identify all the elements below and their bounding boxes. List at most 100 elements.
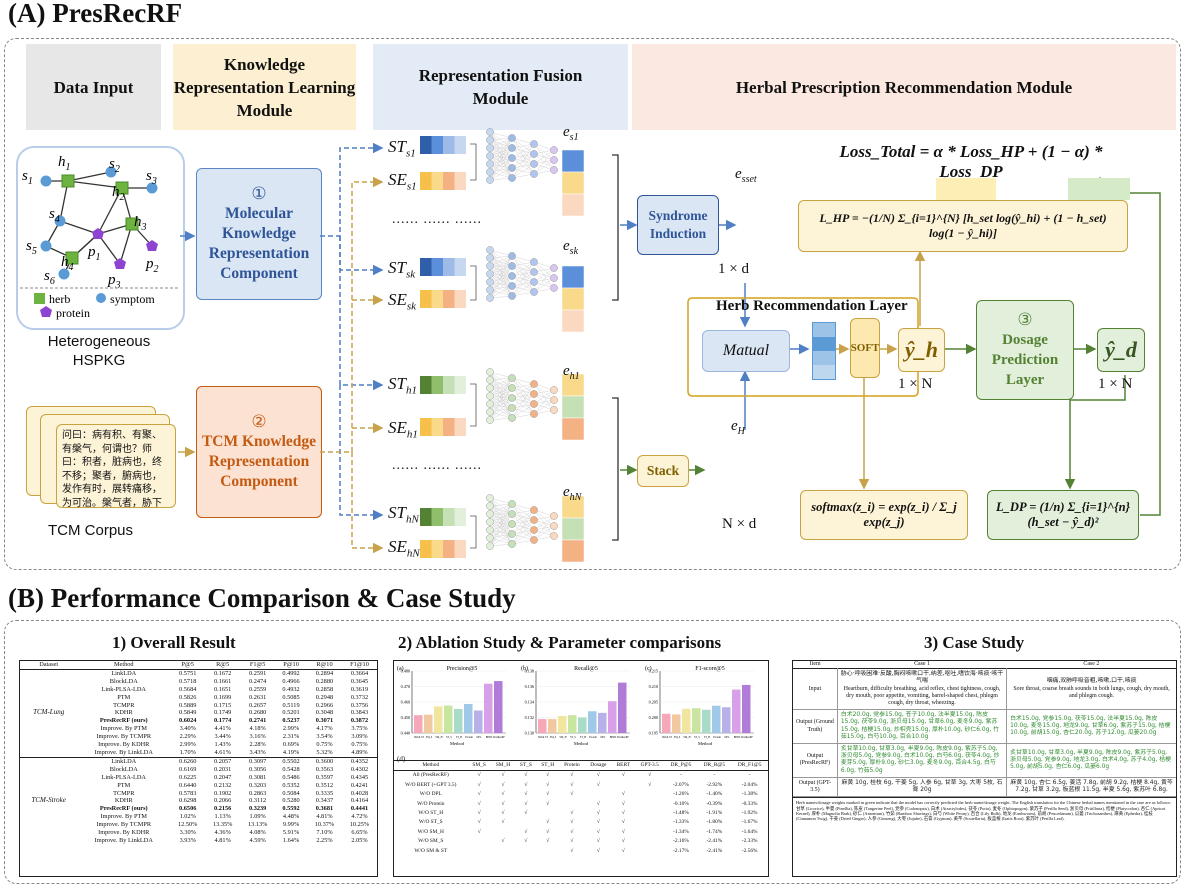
ablation-row: W/O SM_S √ √ √ √ √ √ -2.16% -2.41% -2.33% [394, 837, 768, 846]
ablation-cell [635, 818, 665, 827]
overall-cell: 4.89% [351, 748, 368, 756]
y-tick-label: 0.134 [525, 700, 535, 705]
overall-cell: 0.5684 [179, 685, 197, 693]
case-cell: 胁心·呼吸困难·反酸,胸闷咳嗽口干,纳差,呕吐,嗜饮海·咳痰·咳干气喘 Heart… [836, 668, 1007, 710]
overall-cell: 0.1749 [214, 709, 232, 717]
ablation-cell: √ [524, 791, 528, 798]
overall-cell: 0.3563 [315, 765, 334, 773]
overall-row: TCMPR 0.5889 0.1715 0.2657 0.5119 0.2966 0.375… [20, 702, 377, 710]
tcm-number: ② [251, 412, 267, 431]
overall-cell: 0.5751 [179, 669, 197, 677]
overall-row: Improve. By TCMPR 2.29% 3.44% 3.16% 2.31% 3.5… [20, 733, 377, 741]
overall-cell: 0.5119 [282, 701, 300, 709]
x-tick-label: DPL [601, 736, 606, 739]
ablation-cell: √ [570, 838, 574, 845]
overall-cell: 1.64% [282, 836, 300, 844]
overall-cell: 0.2948 [315, 693, 334, 701]
ablation-cell [536, 809, 558, 818]
e-sk-label: esk [563, 238, 579, 257]
matual-box: Matual [702, 330, 790, 372]
overall-row: PTM 0.6440 0.2132 0.3203 0.5352 0.3512 0.4241 [20, 782, 377, 790]
overall-cell: 4.08% [249, 829, 266, 837]
ablation-bar [682, 708, 691, 733]
overall-row: Improve. By TCMPR 12.50% 13.35% 13.13% 9.99%… [20, 821, 377, 829]
overall-cell: 0.2858 [315, 685, 334, 693]
overall-cell: 0.2741 [248, 717, 267, 725]
e-s1-label: es1 [563, 124, 579, 143]
ablation-cell: -1.26% [673, 791, 689, 798]
overall-cell: 0.3203 [248, 781, 267, 789]
ablation-cell: √ [501, 810, 505, 817]
e-s1-vector [561, 149, 585, 173]
overall-row: KDHR 0.5849 0.1749 0.2680 0.5201 0.3048 0.3843 [20, 709, 377, 717]
ablation-cell: √ [570, 791, 574, 798]
ablation-bar [494, 681, 503, 733]
x-axis-label: Method [574, 741, 589, 746]
st-sk-embedding [431, 258, 443, 276]
ablation-cell [515, 818, 536, 827]
overall-cell: 0.3081 [248, 773, 267, 781]
overall-cell: 0.2047 [214, 773, 232, 781]
overall-cell: 0.5280 [282, 797, 300, 805]
y-tick-label: 0.440 [401, 731, 410, 736]
case-cell: 白术15.0g, 党参15.0g, 茯苓15.0g, 法半夏15.0g, 陈皮1… [1006, 709, 1176, 744]
ablation-row: W/O DPL √ √ √ √ √ √ -1.26% -1.40% -1.38% [394, 790, 768, 799]
overall-cell: Link-PLSA-LDA [101, 773, 146, 781]
st-hn-embedding [454, 508, 466, 526]
ablation-label-d: (d) [397, 755, 406, 763]
ablation-cell: √ [546, 828, 550, 835]
overall-cell: 4.81% [316, 813, 333, 821]
overall-result-table: Dataset Method P@5 R@5 F1@5 P@10 R@10 F1@10 TCM… [19, 660, 378, 877]
ablation-chart-label: (a) [397, 665, 404, 672]
st-h1-embedding [420, 376, 432, 394]
overall-cell: 0.5237 [282, 717, 300, 725]
ablation-bar [424, 714, 433, 733]
case-col-header: Case 2 [1083, 661, 1100, 667]
ablation-cell: √ [546, 800, 550, 807]
overall-cell: 1.02% [179, 813, 196, 821]
overall-cell: 0.1672 [214, 669, 232, 677]
ablation-cell: -2.41% [706, 847, 723, 854]
overall-cell: 0.4241 [350, 781, 369, 789]
case-input-en: Heartburn, difficulty breathing, acid re… [843, 685, 1001, 707]
se-hn-embedding [420, 540, 432, 558]
overall-cell: 0.3071 [315, 717, 334, 725]
x-axis-label: Method [450, 741, 465, 746]
ablation-cell: - [748, 772, 751, 779]
header-data-input: Data Input [26, 44, 161, 130]
overall-cell: 0.2880 [315, 677, 334, 685]
case-cell: 炙甘草10.0g, 甘草3.0g, 半夏9.0g, 陈皮9.0g, 紫苏子5.0… [1006, 743, 1176, 778]
ablation-cell: √ [524, 800, 528, 807]
se-sk-embedding [431, 290, 443, 308]
ablation-row: W/O BERT (+GPT 3.5) √ √ √ √ √ √ √ -2.07% -2.92% -2… [394, 781, 768, 790]
ablation-cell: √ [501, 819, 505, 826]
ablation-chart-title: Precision@5 [447, 666, 478, 672]
overall-cell: PresRecRF (ours) [99, 805, 148, 813]
overall-cell: 0.5849 [179, 709, 197, 717]
overall-col-header: P@5 [181, 661, 194, 668]
st-s1-label: STs1 [388, 137, 416, 160]
ablation-cell: √ [621, 828, 625, 835]
st-sk-embedding [454, 258, 466, 276]
overall-cell: 0.1699 [214, 693, 232, 701]
ablation-cell: √ [621, 800, 625, 807]
overall-cell: 0.5486 [282, 773, 300, 781]
overall-cell: 3.75% [351, 725, 368, 733]
overall-row: Link-PLSA-LDA 0.6225 0.2047 0.3081 0.5486 0.3… [20, 774, 377, 782]
overall-cell: 0.2559 [248, 685, 267, 693]
st-hn-label: SThN [388, 503, 419, 526]
ablation-cell: W/O SM & ST [414, 847, 448, 854]
e-sk-vector [561, 309, 585, 333]
overall-cell: 0.2156 [214, 805, 232, 813]
case-input-zh: 胁心·呼吸困难·反酸,胸闷咳嗽口干,纳差,呕吐,嗜饮海·咳痰·咳干气喘 [840, 671, 1004, 685]
overall-cell: 0.5352 [282, 781, 300, 789]
ablation-cell: W/O ST_H [418, 810, 444, 817]
ablation-row: W/O SM & ST √ √ √ -2.17% -2.41% -2.56% [394, 847, 768, 856]
overall-cell: 0.2066 [214, 797, 232, 805]
y-tick-label: 0.480 [401, 669, 410, 674]
overall-cell: 4.41% [214, 725, 231, 733]
overall-row: Improve. By LinkLDA 3.93% 4.81% 4.59% 1.64% 2… [20, 837, 377, 845]
svg-text:s3: s3 [146, 168, 157, 187]
y-tick-label: 0.130 [525, 731, 534, 736]
st-h1-embedding [431, 376, 443, 394]
